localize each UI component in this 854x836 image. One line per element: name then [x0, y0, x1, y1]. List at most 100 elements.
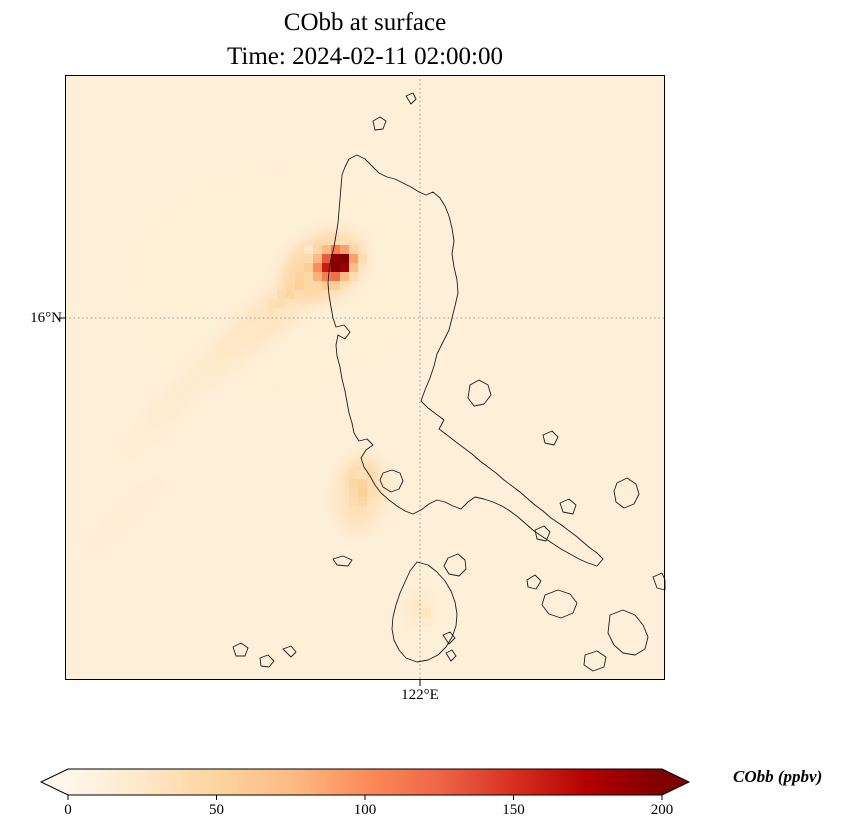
- coastline-path: [232, 642, 249, 657]
- plume-blob: [85, 475, 165, 555]
- colorbar: [39, 768, 692, 802]
- heat-cell: [268, 299, 277, 308]
- coastline-path: [391, 561, 458, 663]
- coastline-layer: [232, 92, 666, 672]
- heat-cell: [349, 515, 358, 524]
- heat-cell: [358, 254, 367, 263]
- heat-cell: [313, 281, 322, 290]
- heat-cell: [349, 497, 358, 506]
- coastline-path: [607, 609, 649, 656]
- heat-cell: [322, 281, 331, 290]
- heat-cell: [358, 497, 367, 506]
- map-panel: [59, 75, 666, 686]
- coastline-path: [405, 92, 417, 105]
- colorbar-tick-label: 50: [209, 802, 224, 818]
- heat-cell: [349, 488, 358, 497]
- coastline-path: [541, 589, 578, 619]
- coastline-path: [372, 116, 387, 131]
- heat-cell: [340, 506, 349, 515]
- coastline-path: [534, 525, 551, 542]
- heat-cell: [422, 608, 431, 617]
- colorbar-over-arrow: [662, 769, 689, 795]
- heat-cell: [413, 599, 422, 608]
- coastline-path: [613, 477, 640, 509]
- coastline-path: [379, 469, 404, 493]
- heat-cell: [304, 245, 313, 254]
- colorbar-svg: [39, 768, 691, 800]
- heat-cell: [304, 254, 313, 263]
- heat-cell: [268, 308, 277, 317]
- plume-blob: [125, 165, 425, 395]
- lat-tick-label: 16°N: [30, 310, 62, 326]
- heat-cell: [349, 272, 358, 281]
- heat-cell: [367, 479, 376, 488]
- heat-cell: [349, 470, 358, 479]
- heat-cell: [422, 617, 431, 626]
- coastline-path: [327, 154, 604, 567]
- heat-cell: [322, 254, 331, 263]
- coastline-path: [526, 574, 542, 590]
- heat-cell: [358, 488, 367, 497]
- coastline-path: [443, 553, 467, 577]
- heat-cell: [313, 272, 322, 281]
- plume-blob: [119, 380, 201, 460]
- heat-cell: [358, 506, 367, 515]
- heat-cell: [331, 272, 340, 281]
- heat-cell: [304, 263, 313, 272]
- heat-cell: [322, 245, 331, 254]
- heat-cell: [295, 281, 304, 290]
- colorbar-tick-labels: 0 50 100 150 200: [40, 802, 700, 822]
- colorbar-tick-label: 200: [650, 802, 674, 818]
- heat-cell: [286, 290, 295, 299]
- coastline-path: [583, 650, 607, 672]
- heat-cell: [277, 299, 286, 308]
- heat-cell: [286, 281, 295, 290]
- coastline-path: [442, 631, 456, 645]
- coastline-path: [542, 430, 559, 446]
- coastline-path: [282, 645, 297, 658]
- colorbar-label: CObb (ppbv): [733, 767, 823, 786]
- heat-cell: [331, 254, 340, 263]
- heat-cell: [277, 290, 286, 299]
- coastline-path: [332, 555, 353, 567]
- heat-cell: [322, 290, 331, 299]
- map-frame: [65, 75, 665, 680]
- heat-cell: [331, 245, 340, 254]
- colorbar-tick-label: 100: [353, 802, 377, 818]
- heat-cell: [349, 263, 358, 272]
- heat-cell: [340, 254, 349, 263]
- heat-cell: [349, 479, 358, 488]
- heat-cell: [304, 272, 313, 281]
- coastline-path: [467, 379, 492, 407]
- chart-title: CObb at surface Time: 2024-02-11 02:00:0…: [65, 6, 665, 74]
- heat-cell: [340, 245, 349, 254]
- heat-cell: [349, 506, 358, 515]
- heat-cell: [313, 263, 322, 272]
- heat-cell: [367, 488, 376, 497]
- heat-cell: [349, 254, 358, 263]
- heat-cell: [413, 608, 422, 617]
- heat-cell: [313, 245, 322, 254]
- heat-cell: [295, 290, 304, 299]
- coastline-path: [445, 649, 457, 662]
- heat-cell: [331, 263, 340, 272]
- coastline-path: [259, 654, 275, 668]
- map-background: [65, 75, 665, 680]
- colorbar-under-arrow: [41, 769, 68, 795]
- colorbar-tick-label: 0: [64, 802, 72, 818]
- heat-cell: [358, 479, 367, 488]
- map-svg: [59, 75, 666, 686]
- heat-cell: [340, 263, 349, 272]
- coastline-path: [559, 498, 577, 515]
- colorbar-tick-label: 150: [502, 802, 525, 818]
- heat-cell: [340, 236, 349, 245]
- lon-tick-label: 122°E: [401, 687, 439, 703]
- chart-title-line-2: Time: 2024-02-11 02:00:00: [227, 43, 503, 70]
- heat-cell: [331, 281, 340, 290]
- heat-cell: [358, 470, 367, 479]
- heat-cell: [322, 272, 331, 281]
- colorbar-gradient-bar: [68, 769, 662, 795]
- heat-cell: [322, 263, 331, 272]
- heat-cell: [295, 272, 304, 281]
